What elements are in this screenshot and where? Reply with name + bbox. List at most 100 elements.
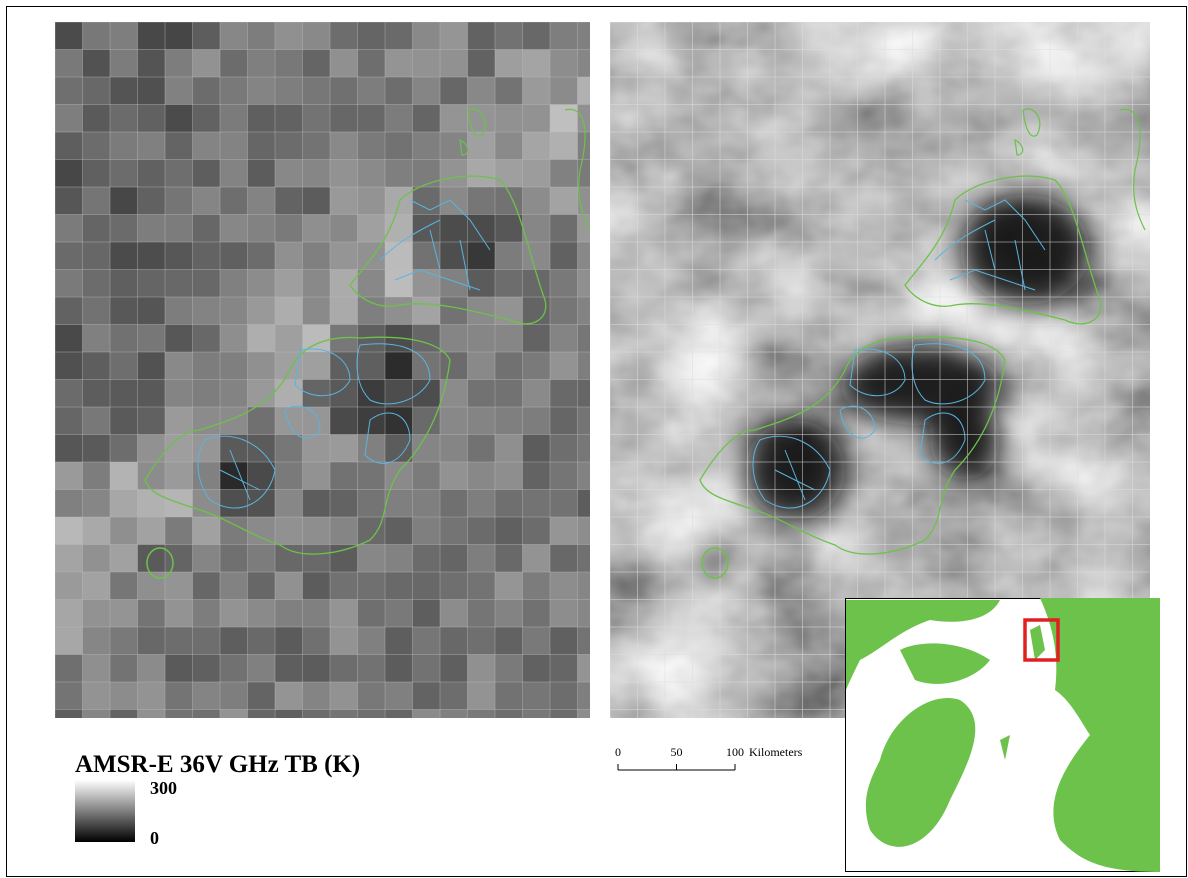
tb-cell [439, 544, 469, 573]
tb-cell [302, 599, 331, 628]
tb-cell [439, 434, 469, 463]
tb-cell [384, 104, 414, 133]
tb-cell [274, 269, 304, 298]
tb-cell [192, 186, 221, 216]
tb-cell [109, 159, 139, 188]
tb-cell [549, 296, 579, 326]
tb-cell [55, 241, 84, 271]
color-ramp [75, 780, 135, 842]
tb-cell [137, 214, 166, 243]
tb-cell [82, 241, 111, 271]
tb-cell [55, 104, 84, 133]
tb-cell [577, 131, 590, 161]
tb-cell [219, 351, 249, 381]
tb-cell [329, 709, 359, 718]
tb-cell [357, 626, 386, 656]
tb-cell [384, 351, 414, 381]
tb-cell [247, 214, 276, 243]
tb-cell [137, 516, 166, 546]
tb-cell [164, 406, 194, 436]
tb-cell [192, 626, 221, 656]
tb-cell [55, 159, 84, 188]
tb-cell [219, 489, 249, 518]
tb-cell [577, 406, 590, 436]
tb-cell [357, 599, 386, 628]
tb-cell [412, 131, 441, 161]
tb-cell [274, 461, 304, 491]
tb-cell [549, 351, 579, 381]
tb-cell [302, 709, 331, 718]
tb-cell [274, 571, 304, 601]
tb-cell [577, 379, 590, 408]
tb-cell [82, 351, 111, 381]
tb-cell [274, 324, 304, 353]
tb-cell [55, 186, 84, 216]
tb-cell [55, 489, 84, 518]
tb-cell [412, 296, 441, 326]
tb-cell [82, 186, 111, 216]
tb-cell [412, 104, 441, 133]
tb-cell [577, 104, 590, 133]
tb-cell [109, 709, 139, 718]
tb-cell [329, 489, 359, 518]
tb-cell [412, 324, 441, 353]
tb-cell [577, 599, 590, 628]
tb-cell [192, 241, 221, 271]
tb-cell [439, 379, 469, 408]
tb-cell [577, 681, 590, 711]
tb-cell [82, 489, 111, 518]
tb-cell [439, 406, 469, 436]
tb-cell [164, 351, 194, 381]
tb-cell [329, 406, 359, 436]
tb-cell [494, 434, 524, 463]
tb-cell [549, 681, 579, 711]
tb-cell [549, 269, 579, 298]
tb-cell [82, 626, 111, 656]
tb-cell [494, 22, 524, 51]
tb-cell [357, 379, 386, 408]
tb-cell [522, 654, 551, 683]
tb-cell [357, 214, 386, 243]
tb-cell [522, 379, 551, 408]
tb-cell [219, 214, 249, 243]
tb-cell [329, 571, 359, 601]
tb-cell [164, 709, 194, 718]
tb-cell [522, 681, 551, 711]
tb-cell [439, 241, 469, 271]
tb-cell [137, 22, 166, 51]
legend: AMSR-E 36V GHz TB (K) 300 0 [75, 751, 360, 848]
tb-cell [549, 22, 579, 51]
tb-cell [164, 214, 194, 243]
tb-cell [274, 489, 304, 518]
tb-cell [302, 571, 331, 601]
tb-cell [412, 709, 441, 718]
tb-cell [219, 296, 249, 326]
tb-cell [467, 654, 496, 683]
tb-cell [82, 379, 111, 408]
tb-cell [412, 681, 441, 711]
tb-cell [302, 489, 331, 518]
tb-cell [109, 76, 139, 106]
tb-cell [384, 709, 414, 718]
tb-cell [577, 49, 590, 78]
tb-cell [137, 104, 166, 133]
tb-cell [329, 434, 359, 463]
tb-cell [192, 296, 221, 326]
tb-cell [302, 131, 331, 161]
tb-cell [439, 709, 469, 718]
tb-cell [384, 159, 414, 188]
tb-cell [384, 49, 414, 78]
tb-cell [164, 76, 194, 106]
tb-cell [494, 76, 524, 106]
tb-cell [384, 296, 414, 326]
tb-cell [137, 379, 166, 408]
tb-cell [439, 516, 469, 546]
tb-cell [164, 241, 194, 271]
tb-cell [549, 406, 579, 436]
tb-cell [109, 324, 139, 353]
tb-cell [302, 186, 331, 216]
tb-cell [55, 269, 84, 298]
tb-cell [82, 571, 111, 601]
tb-cell [467, 544, 496, 573]
